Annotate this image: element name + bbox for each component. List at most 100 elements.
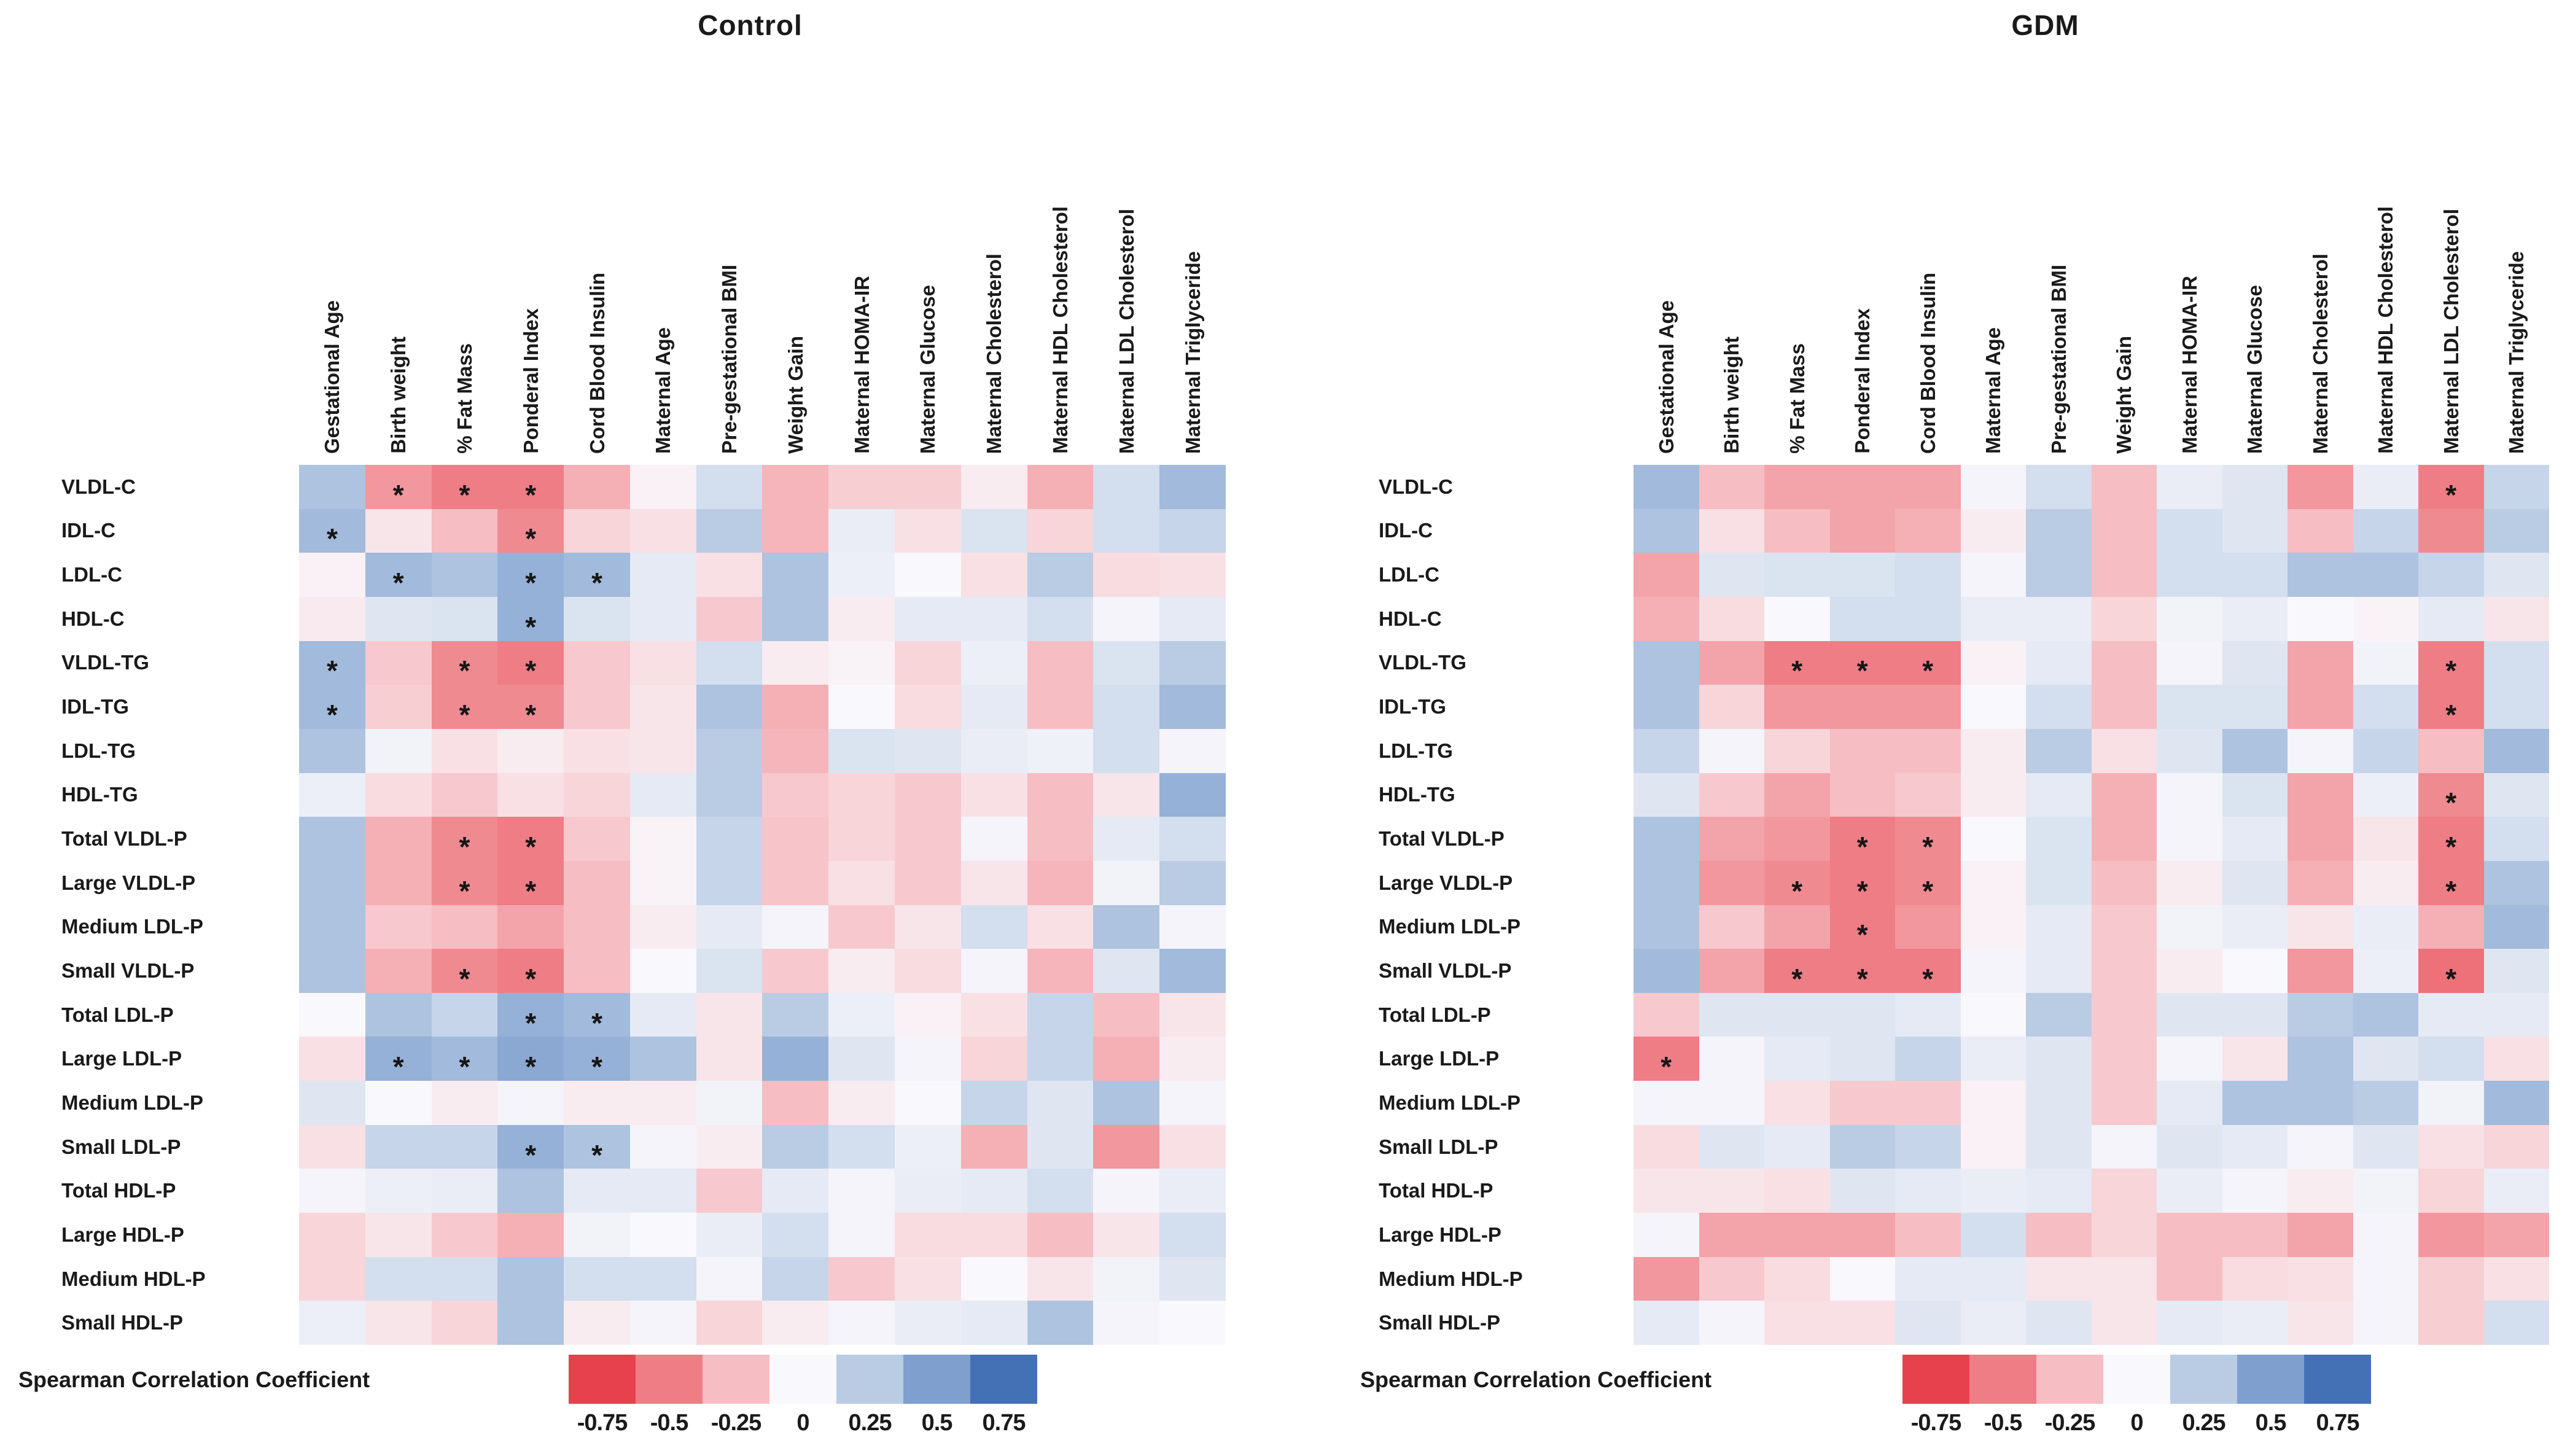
heatmap-cell [2418,992,2484,1037]
heatmap-cell [1699,685,1764,729]
heatmap-cell [365,1124,432,1169]
heatmap-cell [828,1256,895,1301]
heatmap-cell [2026,685,2092,729]
heatmap-cell [895,640,961,685]
heatmap-cell [1829,1256,1895,1301]
heatmap-cell [1093,1169,1160,1213]
heatmap-cell [828,640,895,685]
significance-asterisk: * [459,478,470,511]
heatmap-cell [1764,1213,1830,1257]
significance-asterisk: * [326,655,338,687]
heatmap-cell [1829,465,1895,509]
row-label: VLDL-C [61,475,136,498]
heatmap-cell [1699,596,1764,641]
heatmap-cell [497,1213,564,1257]
heatmap-cell: * [2418,949,2484,993]
heatmap-cell [828,860,895,905]
heatmap-cell [365,1301,432,1345]
heatmap-cell [431,1213,498,1257]
legend-swatch [2237,1355,2304,1404]
heatmap-cell [1699,992,1764,1037]
heatmap-cell [299,817,365,861]
heatmap-cell [431,728,498,773]
column-label: Maternal Cholesterol [961,101,1027,457]
heatmap-cell [2157,949,2222,993]
heatmap-cell [2288,640,2353,685]
heatmap-cell [299,992,365,1037]
heatmap-cell [2353,1037,2418,1081]
heatmap-cell [1829,773,1895,817]
heatmap-cell [2222,685,2288,729]
heatmap-cell [2288,596,2353,641]
legend-swatch [2036,1355,2103,1404]
legend-tick-label: 0.25 [848,1410,892,1436]
heatmap-cell [629,465,696,509]
heatmap-cell [828,728,895,773]
heatmap-cell [431,905,498,949]
heatmap-cell [1960,1169,2026,1213]
column-label: Ponderal Index [497,101,564,457]
row-label: Total VLDL-P [1379,827,1505,850]
heatmap-cell [629,860,696,905]
heatmap-cell [1027,773,1094,817]
heatmap-cell [2222,773,2288,817]
heatmap-cell [762,640,829,685]
heatmap-cell [895,1213,961,1257]
heatmap-cell [1829,596,1895,641]
heatmap-cell [2353,640,2418,685]
heatmap-cell [2091,1213,2157,1257]
column-label: Pre-gestational BMI [696,101,763,457]
column-label: Weight Gain [2092,101,2157,457]
heatmap-cell [960,1256,1027,1301]
legend-swatch [903,1355,970,1404]
heatmap-cell [696,640,763,685]
heatmap-cell [2091,1037,2157,1081]
heatmap-cell [2091,860,2157,905]
heatmap-cell [2418,728,2484,773]
heatmap-cell [2353,596,2418,641]
column-label-text: Ponderal Index [1851,308,1874,454]
heatmap-cell: * [2418,773,2484,817]
heatmap-cell [1764,596,1830,641]
heatmap-cell [895,1169,961,1213]
heatmap-cell [762,817,829,861]
significance-asterisk: * [1791,962,1803,995]
heatmap-cell [2288,1256,2353,1301]
heatmap-cell [2222,728,2288,773]
column-label: Maternal LDL Cholesterol [1093,101,1159,457]
heatmap-cell [1634,640,1699,685]
heatmap-cell [2157,685,2222,729]
heatmap-cell [2483,860,2549,905]
column-label-text: Maternal Glucose [2243,284,2267,454]
heatmap-cell [895,1301,961,1345]
row-label: Medium LDL-P [61,1091,203,1114]
column-label-text: Maternal Age [1982,327,2005,454]
row-label: Large HDL-P [61,1223,184,1246]
legend-tick-label: 0.25 [2182,1410,2226,1436]
heatmap-cell [2091,640,2157,685]
row-label: IDL-C [1379,519,1433,542]
heatmap-cell [2288,949,2353,993]
heatmap-cell: * [497,1124,564,1169]
heatmap-cell [960,1169,1027,1213]
heatmap-cell [1699,508,1764,553]
heatmap-cell [299,773,365,817]
significance-asterisk: * [459,874,470,907]
heatmap-cell [1960,508,2026,553]
heatmap-cell [960,1081,1027,1125]
legend-tick-label: -0.75 [577,1410,628,1436]
heatmap-cell [1027,1169,1094,1213]
heatmap-cell: * [431,949,498,993]
heatmap-cell [895,728,961,773]
heatmap-cell [2157,1169,2222,1213]
heatmap-cell [1093,1124,1160,1169]
legend-colorbar-gdm [1902,1355,2371,1404]
heatmap-cell [365,508,432,553]
column-label-text: Maternal LDL Cholesterol [1115,208,1138,454]
column-label: Maternal HOMA-IR [828,101,895,457]
significance-asterisk: * [591,1139,602,1171]
heatmap-cell [1960,773,2026,817]
row-label: Total VLDL-P [61,827,187,850]
heatmap-cell [365,949,432,993]
heatmap-cell: * [365,553,432,597]
